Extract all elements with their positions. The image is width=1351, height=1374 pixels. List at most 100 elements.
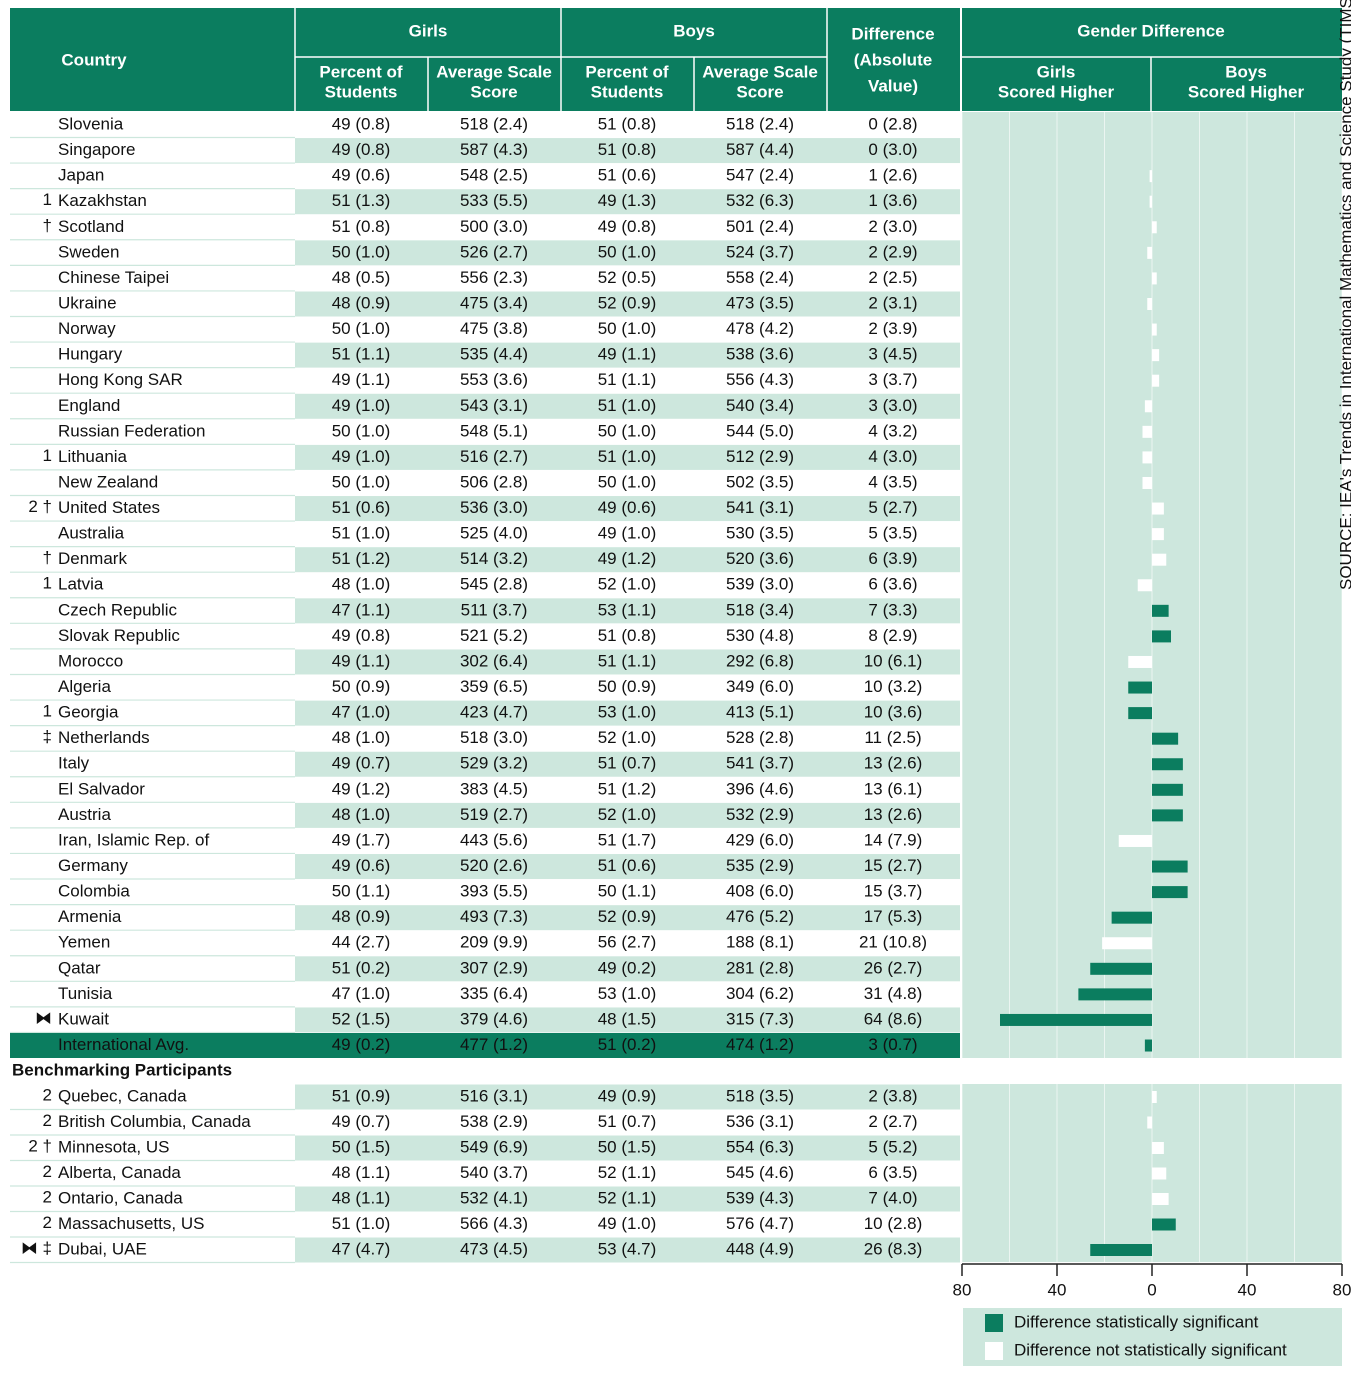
cell: 14 (7.9) [864, 830, 923, 849]
country: Slovenia [58, 114, 124, 133]
cell: 51 (0.7) [598, 1112, 657, 1131]
bar [1128, 707, 1152, 720]
row-stripe [295, 496, 960, 522]
cell: 49 (0.7) [332, 1112, 391, 1131]
cell: 49 (1.1) [332, 370, 391, 389]
cell: 501 (2.4) [726, 217, 794, 236]
cell: 538 (2.9) [460, 1112, 528, 1131]
cell: 379 (4.6) [460, 1009, 528, 1028]
cell: 518 (3.0) [460, 728, 528, 747]
cell: 566 (4.3) [460, 1214, 528, 1233]
cell: 51 (0.6) [332, 498, 391, 517]
country: Austria [58, 805, 111, 824]
cell: 475 (3.8) [460, 319, 528, 338]
cell: 49 (0.9) [598, 1086, 657, 1105]
bar [1152, 1193, 1169, 1205]
cell: 50 (1.0) [332, 242, 391, 261]
source-note: SOURCE: IEA's Trends in International Ma… [1336, 0, 1351, 590]
header-boys-higher: Boys [1225, 62, 1267, 81]
x-tick-label: 40 [1238, 1280, 1257, 1299]
cell: 51 (0.2) [598, 1035, 657, 1054]
cell: 549 (6.9) [460, 1137, 528, 1156]
bar [1142, 451, 1152, 464]
cell: 518 (2.4) [726, 114, 794, 133]
country: Slovak Republic [58, 626, 180, 645]
cell: 15 (2.7) [864, 856, 923, 875]
cell: 48 (1.0) [332, 575, 391, 594]
cell: 473 (4.5) [460, 1239, 528, 1258]
cell: 48 (1.1) [332, 1163, 391, 1182]
footnote-mark: † [43, 216, 52, 235]
cell: 3 (0.7) [868, 1035, 917, 1054]
cell: 535 (2.9) [726, 856, 794, 875]
cell: 50 (1.0) [332, 472, 391, 491]
cell: 6 (3.9) [868, 549, 917, 568]
cell: 52 (1.0) [598, 805, 657, 824]
cell: 540 (3.7) [460, 1163, 528, 1182]
cell: 307 (2.9) [460, 958, 528, 977]
cell: 413 (5.1) [726, 703, 794, 722]
country: Latvia [58, 575, 104, 594]
cell: 51 (1.0) [332, 1214, 391, 1233]
cell: 535 (4.4) [460, 345, 528, 364]
country: Minnesota, US [58, 1137, 170, 1156]
cell: 2 (3.1) [868, 293, 917, 312]
bar [1152, 758, 1183, 771]
header-difference: Difference [851, 24, 934, 43]
row-stripe [295, 444, 960, 470]
cell: 50 (0.9) [332, 677, 391, 696]
cell: 49 (0.6) [332, 166, 391, 185]
footnote-mark: ‡ [43, 727, 52, 746]
country: New Zealand [58, 472, 158, 491]
row-stripe [295, 905, 960, 931]
cell: 553 (3.6) [460, 370, 528, 389]
chart-header-bg [962, 8, 1342, 111]
header-percent: Students [591, 82, 664, 101]
header-percent: Percent of [319, 62, 402, 81]
benchmark-title: Benchmarking Participants [12, 1060, 232, 1079]
bar [1152, 1218, 1176, 1231]
cell: 3 (4.5) [868, 345, 917, 364]
cell: 52 (1.1) [598, 1163, 657, 1182]
cell: 315 (7.3) [726, 1009, 794, 1028]
footnote-mark: ⧓ [35, 1008, 52, 1027]
country: Tunisia [58, 984, 113, 1003]
country: Russian Federation [58, 421, 205, 440]
cell: 49 (1.1) [598, 345, 657, 364]
cell: 49 (0.2) [332, 1035, 391, 1054]
cell: 49 (1.0) [598, 524, 657, 543]
cell: 48 (1.1) [332, 1188, 391, 1207]
row-stripe [295, 1007, 960, 1033]
cell: 493 (7.3) [460, 907, 528, 926]
cell: 532 (2.9) [726, 805, 794, 824]
cell: 1 (2.6) [868, 166, 917, 185]
country: Australia [58, 524, 125, 543]
cell: 545 (4.6) [726, 1163, 794, 1182]
row-stripe [295, 547, 960, 573]
cell: 47 (1.0) [332, 703, 391, 722]
bar [1152, 502, 1164, 515]
bar [1152, 860, 1188, 873]
cell: 50 (1.5) [598, 1137, 657, 1156]
cell: 51 (1.2) [598, 779, 657, 798]
cell: 587 (4.4) [726, 140, 794, 159]
country: Iran, Islamic Rep. of [58, 830, 209, 849]
cell: 423 (4.7) [460, 703, 528, 722]
x-tick-label: 80 [1333, 1280, 1351, 1299]
cell: 50 (1.1) [598, 882, 657, 901]
cell: 49 (0.8) [332, 626, 391, 645]
cell: 518 (3.5) [726, 1086, 794, 1105]
row-stripe [295, 189, 960, 215]
cell: 2 (3.9) [868, 319, 917, 338]
row-stripe [295, 1084, 960, 1110]
cell: 532 (6.3) [726, 191, 794, 210]
cell: 56 (2.7) [598, 933, 657, 952]
cell: 518 (3.4) [726, 600, 794, 619]
cell: 51 (0.7) [598, 754, 657, 773]
cell: 49 (1.0) [332, 396, 391, 415]
country: England [58, 396, 120, 415]
cell: 51 (0.8) [598, 626, 657, 645]
cell: 514 (3.2) [460, 549, 528, 568]
cell: 10 (2.8) [864, 1214, 923, 1233]
cell: 52 (0.5) [598, 268, 657, 287]
